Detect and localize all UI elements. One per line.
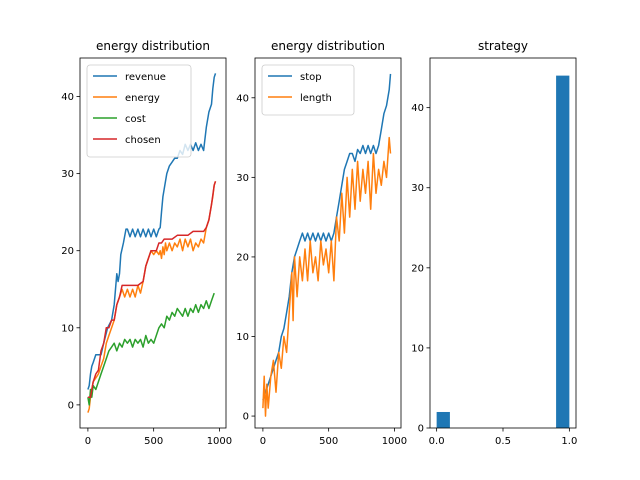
subplot-title: energy distribution [96,39,210,53]
y-tick-label: 20 [236,252,249,263]
series-line-revenue [87,73,217,390]
series-line-stop [262,73,392,401]
subplot-1: energy distribution 0 500 1000 0 10 20 30 40 reve… [61,39,232,447]
y-tick-label: 0 [68,400,74,411]
series-line-length [262,136,392,417]
subplot-3: strategy 0.0 0.5 1.0 0 10 20 30 40 [411,39,577,447]
subplot-title: strategy [478,39,528,53]
y-tick-label: 0 [418,424,424,435]
series-line-energy [87,181,217,413]
legend-box [261,64,355,116]
y-tick-label: 20 [411,263,424,274]
y-tick-label: 30 [236,173,249,184]
histogram-bar-1 [436,411,450,428]
legend: revenue energy cost chosen [86,64,192,158]
y-tick-label: 40 [236,93,249,104]
legend-label-revenue: revenue [125,72,166,83]
y-tick-label: 20 [61,246,74,257]
y-tick-label: 30 [61,169,74,180]
y-tick-label: 30 [411,183,424,194]
plot-area [436,75,570,428]
y-tick-label: 10 [411,343,424,354]
legend-box [86,64,192,158]
x-tick-label: 0 [260,436,266,447]
x-tick-label: 500 [319,436,338,447]
y-tick-label: 40 [61,92,74,103]
y-tick-label: 0 [243,412,249,423]
legend-label-length: length [300,93,332,104]
x-tick-label: 0.0 [429,436,445,447]
legend-label-chosen: chosen [125,135,161,146]
series-line-chosen [87,181,217,398]
x-tick-label: 0 [85,436,91,447]
histogram-bar-2 [556,75,570,428]
legend-label-energy: energy [125,93,160,104]
plot-area [87,73,217,413]
legend: stop length [261,64,355,116]
subplot-title: energy distribution [271,39,385,53]
axes-frame [429,57,577,429]
x-tick-label: 1000 [207,436,232,447]
y-tick-label: 10 [61,323,74,334]
x-tick-label: 500 [144,436,163,447]
axes-frame [254,57,402,429]
axes-frame [79,57,227,429]
legend-label-cost: cost [125,114,146,125]
series-line-cost [87,292,215,406]
legend-label-stop: stop [300,72,322,83]
subplot-2: energy distribution 0 500 1000 0 10 20 30 40 stop… [236,39,407,447]
x-tick-label: 1000 [382,436,407,447]
y-tick-label: 10 [236,332,249,343]
x-tick-label: 0.5 [495,436,511,447]
y-tick-label: 40 [411,103,424,114]
x-tick-label: 1.0 [561,436,577,447]
plot-area [262,73,392,417]
